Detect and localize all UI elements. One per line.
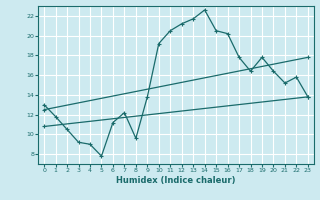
X-axis label: Humidex (Indice chaleur): Humidex (Indice chaleur)	[116, 176, 236, 185]
